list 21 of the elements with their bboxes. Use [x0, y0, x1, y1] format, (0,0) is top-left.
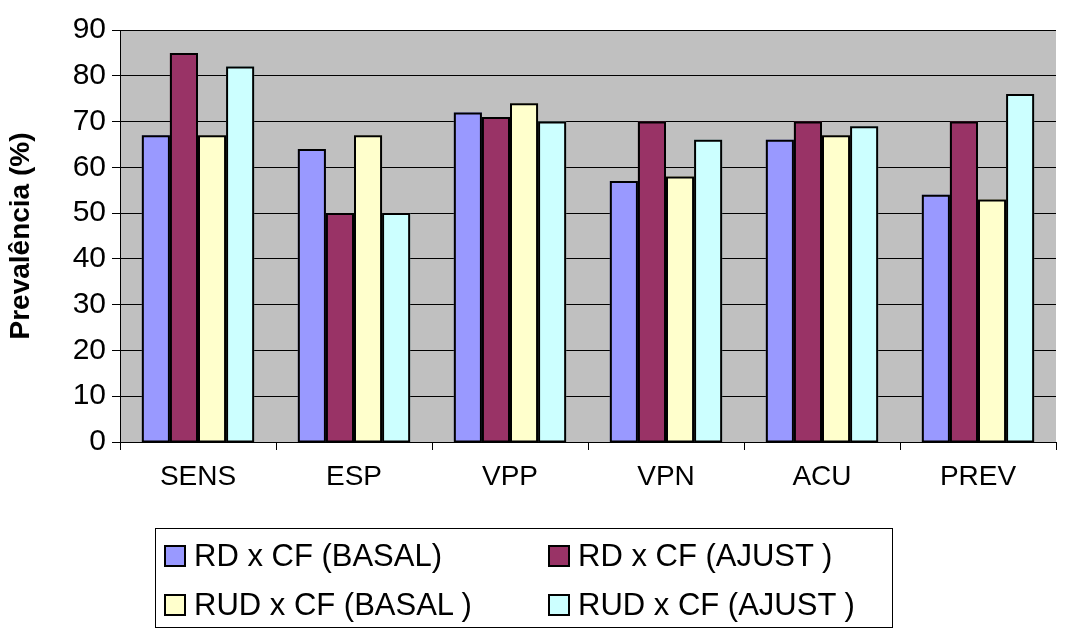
legend-label: RUD x CF (AJUST )	[578, 586, 855, 623]
y-tick-label: 40	[72, 240, 106, 274]
y-tick-label: 20	[72, 331, 106, 365]
y-tick-label: 50	[72, 194, 106, 228]
y-tick-label: 60	[72, 148, 106, 182]
legend-label: RD x CF (AJUST )	[578, 537, 833, 574]
y-tick-label: 80	[72, 57, 106, 91]
legend-label: RUD x CF (BASAL )	[194, 586, 472, 623]
x-tick-label: VPN	[637, 459, 695, 491]
y-tick-label: 90	[72, 11, 106, 45]
y-tick-label: 30	[72, 285, 106, 319]
y-axis-title: Prevalência (%)	[3, 132, 35, 340]
legend-label: RD x CF (BASAL)	[194, 537, 443, 574]
y-tick-label: 70	[72, 102, 106, 136]
y-tick-label: 10	[72, 377, 106, 411]
y-tick-label: 0	[89, 423, 106, 457]
x-tick-label: ESP	[325, 459, 383, 491]
x-tick-label: SENS	[159, 459, 237, 491]
x-tick-label: PREV	[939, 459, 1017, 491]
x-tick-label: VPP	[481, 459, 539, 491]
x-tick-label: ACU	[792, 459, 852, 491]
